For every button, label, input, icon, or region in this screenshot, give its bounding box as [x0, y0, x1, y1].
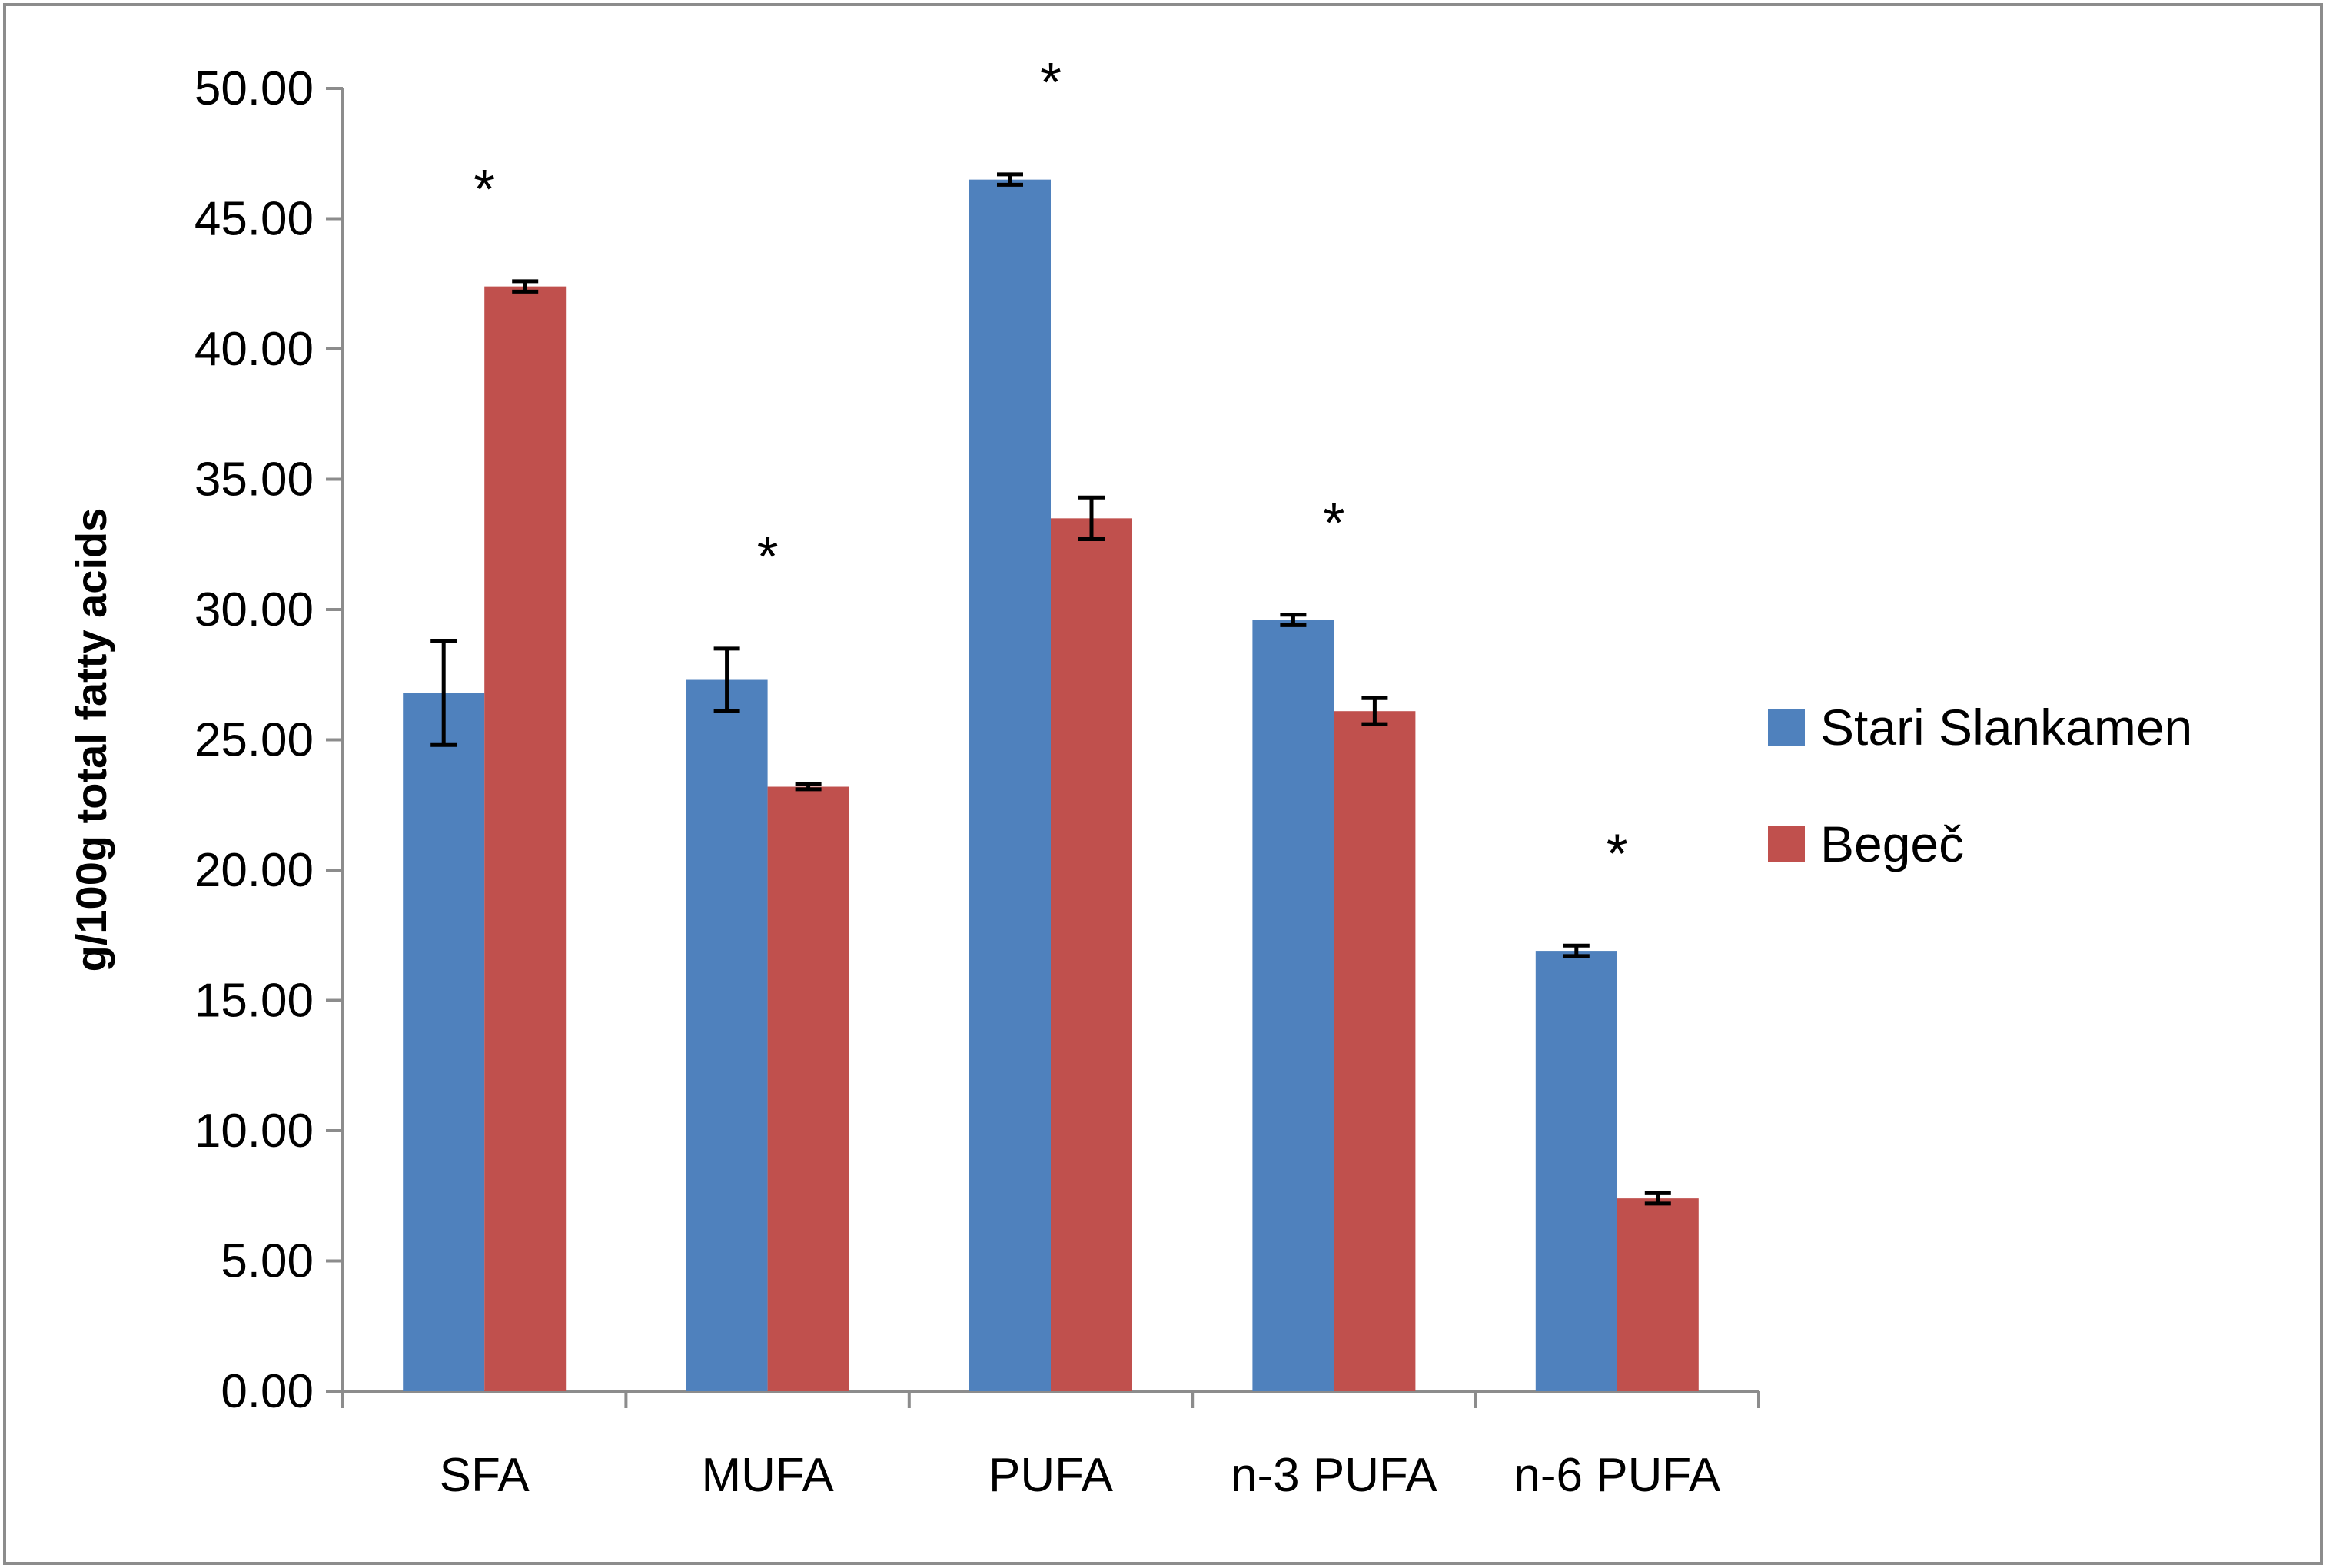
bar-series-2 [1617, 1198, 1699, 1391]
bar-series-1 [686, 679, 768, 1391]
x-tick-label: MUFA [701, 1449, 834, 1502]
bar-series-2 [767, 786, 849, 1391]
bar-series-1 [1535, 951, 1617, 1391]
bar-series-2 [1051, 518, 1132, 1391]
x-tick-label: n-3 PUFA [1231, 1449, 1437, 1502]
y-tick-label: 50.00 [194, 62, 314, 115]
y-tick-label: 15.00 [194, 975, 314, 1028]
bar-series-1 [969, 179, 1051, 1391]
plot-area: 0.00 5.00 10.00 15.00 20.00 25.00 30.00 35.00 40… [194, 52, 1760, 1502]
y-axis-label: g/100g total fatty acids [67, 508, 115, 972]
legend-label: Begeč [1820, 816, 1964, 872]
x-tick-label: n-6 PUFA [1514, 1449, 1720, 1502]
bar-series-2 [484, 286, 567, 1391]
legend-swatch [1768, 826, 1805, 862]
significance-marker: * [1040, 52, 1062, 114]
bar-series-1 [403, 693, 485, 1391]
y-tick-label: 40.00 [194, 323, 314, 376]
bar-series-1 [1252, 620, 1334, 1391]
significance-marker: * [1607, 823, 1628, 885]
y-tick-label: 25.00 [194, 714, 314, 767]
legend: Stari Slankamen Begeč [1768, 699, 2192, 872]
legend-swatch [1768, 709, 1805, 746]
y-tick-label: 5.00 [221, 1235, 314, 1288]
significance-marker: * [474, 159, 495, 221]
significance-marker: * [757, 527, 779, 588]
y-tick-label: 10.00 [194, 1105, 314, 1158]
legend-label: Stari Slankamen [1820, 699, 2192, 756]
y-tick-label: 0.00 [221, 1365, 314, 1418]
y-tick-label: 30.00 [194, 583, 314, 636]
x-tick-label: SFA [440, 1449, 530, 1502]
y-tick-label: 35.00 [194, 453, 314, 507]
bar-series-2 [1334, 711, 1416, 1391]
y-tick-label: 45.00 [194, 193, 314, 246]
y-tick-label: 20.00 [194, 844, 314, 897]
x-tick-label: PUFA [989, 1449, 1114, 1502]
y-axis-label-group: g/100g total fatty acids [67, 508, 115, 972]
significance-marker: * [1323, 493, 1344, 554]
chart-frame [3, 3, 2323, 1565]
